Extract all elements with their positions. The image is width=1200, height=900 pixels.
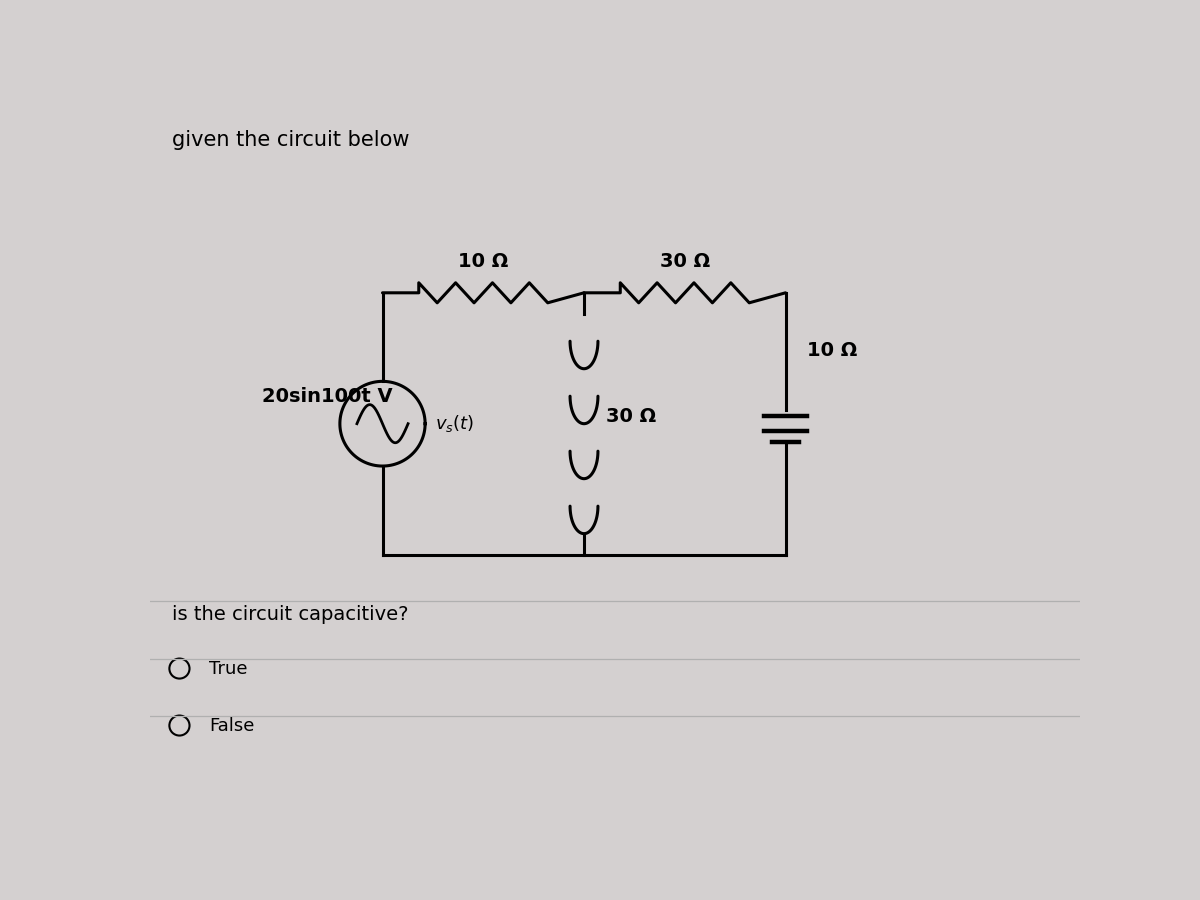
Text: 10 Ω: 10 Ω bbox=[458, 252, 509, 271]
Text: False: False bbox=[209, 716, 254, 734]
Text: is the circuit capacitive?: is the circuit capacitive? bbox=[172, 605, 408, 624]
Text: 30 Ω: 30 Ω bbox=[660, 252, 710, 271]
Text: given the circuit below: given the circuit below bbox=[172, 130, 409, 149]
Text: 20sin100t V: 20sin100t V bbox=[263, 387, 394, 406]
Text: $v_s(t)$: $v_s(t)$ bbox=[436, 413, 474, 434]
Text: 30 Ω: 30 Ω bbox=[606, 407, 656, 426]
Text: 10 Ω: 10 Ω bbox=[808, 341, 858, 360]
Text: True: True bbox=[209, 660, 247, 678]
